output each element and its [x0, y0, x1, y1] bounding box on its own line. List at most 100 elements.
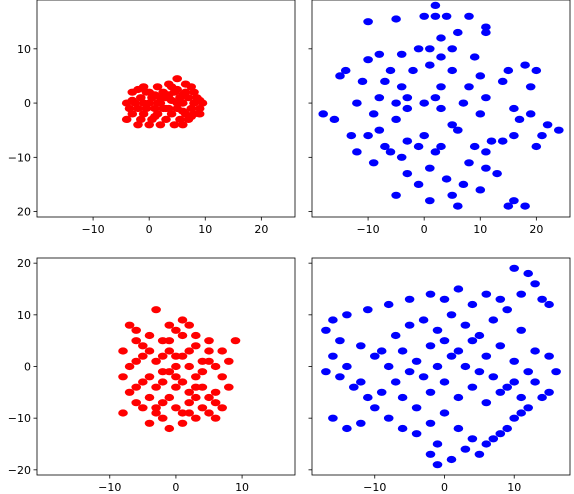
data-point [356, 378, 366, 386]
data-point [191, 393, 201, 402]
data-point [502, 383, 512, 391]
data-point [191, 414, 201, 422]
data-point [197, 404, 208, 412]
data-point [204, 357, 214, 365]
data-point [166, 110, 177, 118]
data-point [460, 321, 471, 329]
data-point [425, 45, 435, 53]
y-tick-label: −10 [8, 151, 31, 164]
data-point [204, 347, 214, 355]
data-point [151, 357, 161, 365]
points-top-right [318, 1, 564, 210]
data-point [404, 321, 415, 329]
data-point [509, 132, 519, 140]
data-point [418, 373, 429, 381]
data-point [530, 280, 540, 288]
plot-top-left: −10 0 10 20 10 0 −10 20 [8, 0, 296, 236]
data-point [363, 56, 373, 64]
data-point [186, 113, 196, 121]
data-point [516, 409, 526, 417]
data-point [525, 83, 536, 91]
data-point [537, 132, 547, 140]
data-point [144, 331, 155, 340]
data-point [391, 99, 401, 107]
data-point [210, 388, 221, 396]
data-point [481, 399, 492, 407]
data-point [346, 132, 357, 140]
data-point [356, 419, 366, 427]
data-point [404, 368, 415, 376]
data-point [458, 99, 469, 107]
data-point [342, 362, 352, 371]
data-point [169, 121, 180, 129]
data-point [530, 378, 540, 386]
data-point [467, 383, 478, 391]
data-point [439, 337, 450, 345]
x-tick-label: 0 [146, 223, 153, 236]
data-point [488, 373, 499, 381]
data-point [342, 424, 352, 433]
data-point [166, 83, 177, 91]
data-point [172, 75, 182, 83]
data-point [446, 352, 457, 360]
data-point [157, 352, 168, 360]
plot-top-right: −10 0 10 20 [308, 0, 571, 236]
data-point [178, 121, 188, 129]
data-point [481, 352, 492, 360]
x-tick-label: −10 [98, 481, 121, 494]
data-point [413, 180, 424, 188]
data-point [177, 352, 188, 360]
data-point [161, 115, 171, 123]
data-point [184, 399, 194, 407]
data-point [402, 170, 413, 178]
data-point [184, 347, 194, 355]
data-point [453, 424, 464, 433]
data-point [441, 175, 452, 183]
data-point [217, 373, 227, 381]
data-point [136, 115, 146, 123]
data-point [157, 337, 168, 345]
data-point [217, 404, 227, 412]
x-tick-label: 10 [198, 223, 212, 236]
points-bottom-left [118, 306, 241, 433]
data-point [453, 126, 463, 134]
data-point [171, 373, 181, 381]
data-point [197, 368, 208, 376]
data-point [430, 12, 441, 20]
data-point [460, 362, 471, 371]
data-point [544, 300, 554, 309]
data-point [397, 347, 408, 355]
data-point [509, 414, 519, 422]
data-point [171, 404, 181, 412]
data-point [397, 393, 408, 402]
data-point [368, 159, 379, 167]
data-point [446, 455, 457, 464]
data-point [458, 180, 469, 188]
data-point [396, 153, 407, 161]
data-point [436, 34, 446, 42]
data-point [425, 197, 435, 205]
data-point [118, 347, 128, 355]
data-point [523, 269, 533, 278]
data-point [391, 191, 401, 199]
data-point [118, 373, 128, 381]
data-point [447, 191, 458, 199]
data-point [178, 91, 188, 99]
data-point [467, 300, 478, 309]
data-point [475, 72, 486, 80]
data-point [430, 94, 441, 102]
data-point [447, 45, 458, 53]
data-point [502, 306, 512, 314]
data-point [374, 50, 385, 58]
data-point [516, 393, 526, 402]
data-point [151, 409, 161, 417]
data-point [436, 53, 446, 61]
data-point [475, 186, 486, 194]
data-point [425, 342, 436, 350]
x-tick-label: 20 [529, 223, 543, 236]
x-tick-label: −10 [81, 223, 104, 236]
data-point [138, 378, 148, 386]
data-point [481, 440, 492, 448]
data-point [151, 404, 161, 412]
data-point [147, 94, 157, 102]
